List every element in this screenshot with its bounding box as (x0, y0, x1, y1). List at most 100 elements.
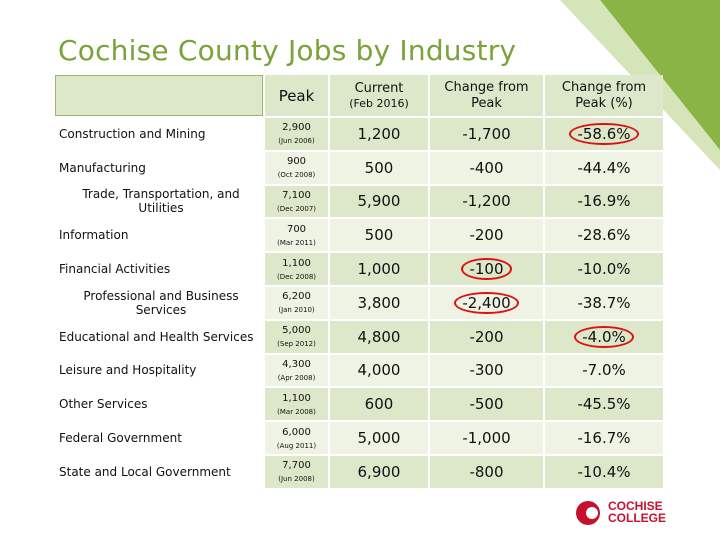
peak-cell: 7,100 (Dec 2007) (265, 185, 328, 218)
industry-label: Trade, Transportation, and Utilities (82, 187, 240, 216)
current-value: 4,800 (357, 327, 401, 346)
peak-value: 2,900 (282, 122, 311, 134)
current-value: 500 (364, 226, 394, 245)
peak-cell: 5,000 (Sep 2012) (265, 320, 328, 353)
current-value: 3,800 (357, 293, 401, 312)
change-cell: -1,000 (430, 422, 543, 454)
header-cell: Change from Peak (430, 75, 543, 116)
change_pct-value: -10.4% (577, 462, 631, 481)
industry-label: Information (59, 228, 129, 243)
current-cell: 600 (330, 388, 428, 421)
peak-value: 5,000 (282, 325, 311, 337)
change-value: -2,400 (454, 291, 519, 314)
peak-cell: 6,000 (Aug 2011) (265, 422, 328, 454)
change-value: -300 (469, 361, 504, 380)
change_pct-cell: -16.9% (545, 185, 663, 218)
change_pct-value: -44.4% (577, 158, 631, 177)
logo-mark-inner (586, 507, 598, 519)
change-value: -100 (461, 258, 512, 281)
peak-date: (Jan 2010) (278, 306, 315, 315)
change_pct-value: -38.7% (577, 293, 631, 312)
change_pct-value: -28.6% (577, 226, 631, 245)
change_pct-value: -16.9% (577, 192, 631, 211)
peak-date: (Aug 2011) (276, 441, 317, 450)
header-label: Current (354, 81, 404, 97)
change-value: -500 (469, 395, 504, 414)
change_pct-value: -4.0% (574, 325, 634, 348)
peak-cell: 1,100 (Mar 2008) (265, 388, 328, 421)
logo-line: COLLEGE (608, 511, 667, 525)
current-value: 500 (364, 158, 394, 177)
change_pct-cell: -10.4% (545, 456, 663, 488)
current-cell: 500 (330, 151, 428, 184)
current-value: 600 (364, 395, 394, 414)
change-value: -1,200 (462, 192, 511, 211)
logo: COCHISE COLLEGE (604, 500, 666, 524)
header-cell (55, 75, 263, 116)
current-value: 6,900 (357, 462, 401, 481)
change-cell: -500 (430, 388, 543, 421)
industry-label: Construction and Mining (59, 126, 206, 141)
change-cell: -300 (430, 354, 543, 387)
change-cell: -2,400 (430, 287, 543, 319)
current-cell: 5,900 (330, 185, 428, 218)
industry-label: Manufacturing (59, 160, 146, 175)
peak-cell: 1,100 (Dec 2008) (265, 253, 328, 285)
current-cell: 1,200 (330, 118, 428, 150)
peak-value: 700 (286, 223, 307, 235)
peak-cell: 6,200 (Jan 2010) (265, 287, 328, 319)
change_pct-cell: -4.0% (545, 320, 663, 353)
change_pct-cell: -44.4% (545, 151, 663, 184)
peak-cell: 900 (Oct 2008) (265, 151, 328, 184)
change-value: -1,000 (462, 429, 511, 448)
peak-value: 7,700 (282, 460, 311, 472)
peak-cell: 4,300 (Apr 2008) (265, 354, 328, 387)
peak-value: 7,100 (282, 189, 311, 201)
current-value: 5,900 (357, 192, 401, 211)
header-cell: Peak (265, 75, 328, 116)
header-cell: Change from Peak (%) (545, 75, 663, 116)
industry-label: Federal Government (59, 431, 182, 446)
peak-value: 4,300 (282, 358, 311, 370)
change-value: -1,700 (462, 124, 511, 143)
current-cell: 4,000 (330, 354, 428, 387)
current-cell: 3,800 (330, 287, 428, 319)
industry-label: Educational and Health Services (59, 329, 254, 344)
logo-line: COCHISE (608, 499, 663, 513)
industry-label: Leisure and Hospitality (59, 363, 197, 378)
change-cell: -400 (430, 151, 543, 184)
peak-date: (Mar 2011) (277, 238, 316, 247)
peak-value: 6,200 (282, 291, 311, 303)
peak-value: 1,100 (282, 392, 311, 404)
change_pct-value: -10.0% (577, 260, 631, 279)
peak-date: (Jun 2006) (278, 137, 315, 146)
change_pct-cell: -28.6% (545, 219, 663, 252)
change-value: -400 (469, 158, 504, 177)
peak-value: 900 (286, 156, 307, 168)
change_pct-cell: -58.6% (545, 118, 663, 150)
change_pct-cell: -38.7% (545, 287, 663, 319)
change_pct-value: -45.5% (577, 395, 631, 414)
peak-date: (Jun 2008) (278, 475, 315, 484)
change-cell: -200 (430, 320, 543, 353)
logo-text: COCHISE COLLEGE (608, 500, 666, 524)
change_pct-cell: -7.0% (545, 354, 663, 387)
change-cell: -800 (430, 456, 543, 488)
change-value: -800 (469, 462, 504, 481)
change_pct-cell: -10.0% (545, 253, 663, 285)
header-sub: (Feb 2016) (349, 96, 409, 110)
change_pct-cell: -16.7% (545, 422, 663, 454)
change-cell: -1,200 (430, 185, 543, 218)
peak-date: (Dec 2008) (276, 272, 317, 281)
change-cell: -200 (430, 219, 543, 252)
peak-cell: 700 (Mar 2011) (265, 219, 328, 252)
change-cell: -1,700 (430, 118, 543, 150)
industry-label: Professional and Business Services (83, 288, 239, 317)
peak-value: 1,100 (282, 257, 311, 269)
peak-cell: 7,700 (Jun 2008) (265, 456, 328, 488)
slide-title: Cochise County Jobs by Industry (58, 34, 517, 67)
change-value: -200 (469, 226, 504, 245)
industry-label: Other Services (59, 397, 148, 412)
change_pct-value: -58.6% (569, 122, 639, 145)
